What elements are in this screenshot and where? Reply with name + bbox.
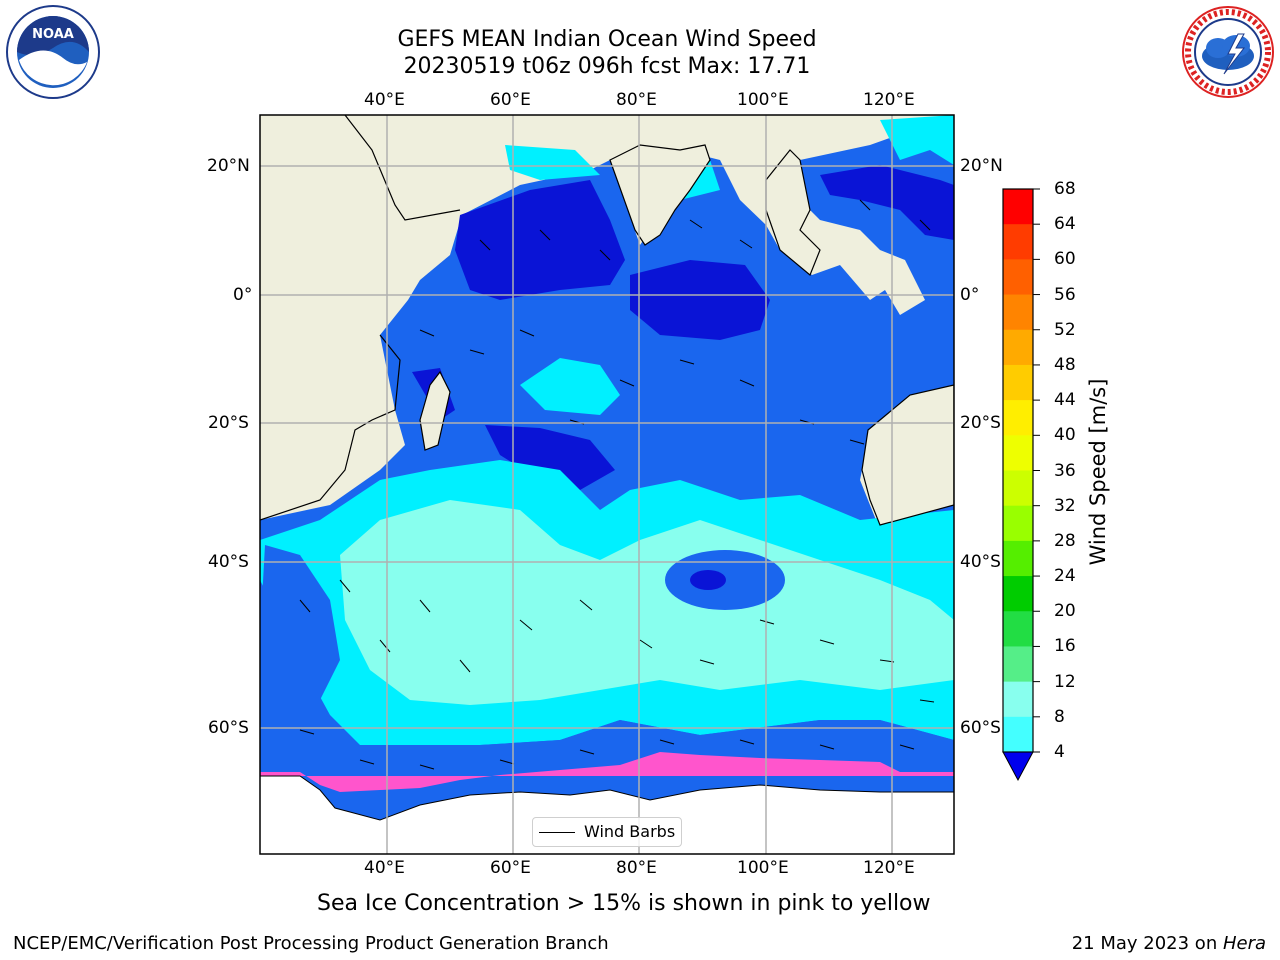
wind-band-arabian-north bbox=[505, 145, 600, 180]
lat-tick-left-20n: 20°N bbox=[207, 156, 250, 176]
sea-ice-edge bbox=[260, 752, 954, 792]
lon-tick-bottom-120: 120°E bbox=[863, 858, 915, 878]
colorbar-segment bbox=[1003, 505, 1033, 542]
colorbar-segment bbox=[1003, 646, 1033, 683]
noaa-logo-icon: NOAA bbox=[6, 5, 100, 99]
colorbar-segment bbox=[1003, 470, 1033, 507]
colorbar-tick-label: 68 bbox=[1054, 179, 1076, 199]
map-frame bbox=[259, 114, 955, 855]
coastline-australia bbox=[861, 384, 954, 526]
ocean-region-east-dark bbox=[820, 165, 954, 240]
wind-band-south-light bbox=[340, 500, 954, 705]
legend: Wind Barbs bbox=[532, 817, 682, 847]
storm-center-inner bbox=[690, 570, 726, 590]
lon-tick-bottom-60: 60°E bbox=[490, 858, 531, 878]
colorbar-tick-label: 20 bbox=[1054, 601, 1076, 622]
colorbar-tick-label: 16 bbox=[1054, 636, 1076, 657]
lat-tick-left-0: 0° bbox=[233, 285, 253, 305]
lon-tick-top-100: 100°E bbox=[737, 90, 789, 110]
colorbar-segment bbox=[1003, 294, 1033, 331]
colorbar-tick-label: 4 bbox=[1054, 742, 1065, 762]
lat-tick-left-40s: 40°S bbox=[208, 552, 249, 572]
ocean-region-east bbox=[800, 115, 954, 300]
lon-tick-top-120: 120°E bbox=[863, 90, 915, 110]
lon-tick-top-40: 40°E bbox=[364, 90, 405, 110]
lat-tick-right-40s: 40°S bbox=[960, 552, 1001, 572]
colorbar-tick-label: 48 bbox=[1054, 354, 1076, 375]
colorbar-segment bbox=[1003, 364, 1033, 401]
colorbar-tick-label: 36 bbox=[1054, 460, 1076, 481]
wind-band-mid bbox=[520, 358, 620, 415]
colorbar-tick-label: 60 bbox=[1054, 249, 1076, 270]
legend-label: Wind Barbs bbox=[584, 822, 676, 841]
colorbar-segment bbox=[1003, 716, 1033, 753]
coastline-madagascar bbox=[419, 370, 451, 451]
colorbar-label: Wind Speed [m/s] bbox=[1086, 378, 1110, 566]
sea-ice-note: Sea Ice Concentration > 15% is shown in … bbox=[317, 891, 931, 916]
lon-tick-bottom-80: 80°E bbox=[616, 858, 657, 878]
colorbar-segment bbox=[1003, 576, 1033, 612]
chart-subtitle-forecast: 20230519 t06z 096h fcst Max: 17.71 bbox=[403, 54, 811, 79]
chart-title: GEFS MEAN Indian Ocean Wind Speed bbox=[397, 27, 817, 52]
lat-tick-left-20s: 20°S bbox=[208, 413, 249, 433]
colorbar-extend-arrow bbox=[1002, 751, 1034, 782]
colorbar-segment bbox=[1003, 224, 1033, 260]
colorbar-tick-label: 28 bbox=[1054, 530, 1076, 551]
lat-tick-right-20n: 20°N bbox=[960, 156, 1003, 176]
lon-tick-top-80: 80°E bbox=[616, 90, 657, 110]
colorbar-segment bbox=[1003, 259, 1033, 296]
footer-machine: Hera bbox=[1222, 933, 1266, 954]
colorbar-tick-label: 64 bbox=[1054, 214, 1076, 235]
antarctica-land bbox=[260, 775, 954, 854]
footer-credit: NCEP/EMC/Verification Post Processing Pr… bbox=[13, 933, 609, 954]
colorbar-tick-label: 44 bbox=[1054, 390, 1076, 411]
wind-barbs bbox=[299, 199, 935, 770]
lon-tick-bottom-100: 100°E bbox=[737, 858, 789, 878]
lat-tick-left-60s: 60°S bbox=[208, 718, 249, 738]
lon-tick-bottom-40: 40°E bbox=[364, 858, 405, 878]
colorbar-tick-label: 8 bbox=[1054, 706, 1065, 727]
colorbar-segment bbox=[1003, 611, 1033, 647]
colorbar-segment bbox=[1003, 540, 1033, 577]
wind-band-southwest-blue bbox=[262, 545, 340, 700]
lat-tick-right-20s: 20°S bbox=[960, 413, 1001, 433]
coastline-africa bbox=[260, 115, 461, 521]
colorbar-frame bbox=[1002, 188, 1034, 753]
colorbar-segment bbox=[1003, 329, 1033, 366]
lat-tick-right-60s: 60°S bbox=[960, 718, 1001, 738]
graticule bbox=[260, 115, 954, 854]
footer-date: 21 May 2023 on Hera bbox=[1072, 933, 1266, 954]
wind-barb-legend-line bbox=[539, 832, 575, 833]
map-area bbox=[260, 115, 954, 854]
coastline-indochina bbox=[765, 149, 821, 276]
colorbar-tick-label: 32 bbox=[1054, 495, 1076, 516]
ocean-region-east-cyan bbox=[880, 115, 954, 165]
colorbar-tick-label: 12 bbox=[1054, 671, 1076, 692]
colorbar-tick-label: 56 bbox=[1054, 284, 1076, 305]
colorbar-segment bbox=[1003, 400, 1033, 436]
calm-zone-bay bbox=[630, 260, 770, 340]
footer-date-text: 21 May 2023 on bbox=[1071, 933, 1223, 954]
colorbar-tick-label: 52 bbox=[1054, 319, 1076, 340]
colorbar-tick-label: 40 bbox=[1054, 425, 1076, 446]
lon-tick-top-60: 60°E bbox=[490, 90, 531, 110]
colorbar-tick-label: 24 bbox=[1054, 566, 1076, 587]
noaa-logo-text: NOAA bbox=[32, 27, 74, 42]
colorbar-segment bbox=[1003, 189, 1033, 225]
nws-logo-icon bbox=[1182, 6, 1274, 98]
calm-zone-south bbox=[485, 425, 615, 490]
coastline-india bbox=[609, 144, 711, 246]
lat-tick-right-0: 0° bbox=[960, 285, 980, 305]
colorbar-segment bbox=[1003, 681, 1033, 718]
colorbar-segment bbox=[1003, 435, 1033, 471]
colorbar bbox=[1003, 188, 1040, 753]
calm-zone-arabian bbox=[455, 180, 625, 300]
